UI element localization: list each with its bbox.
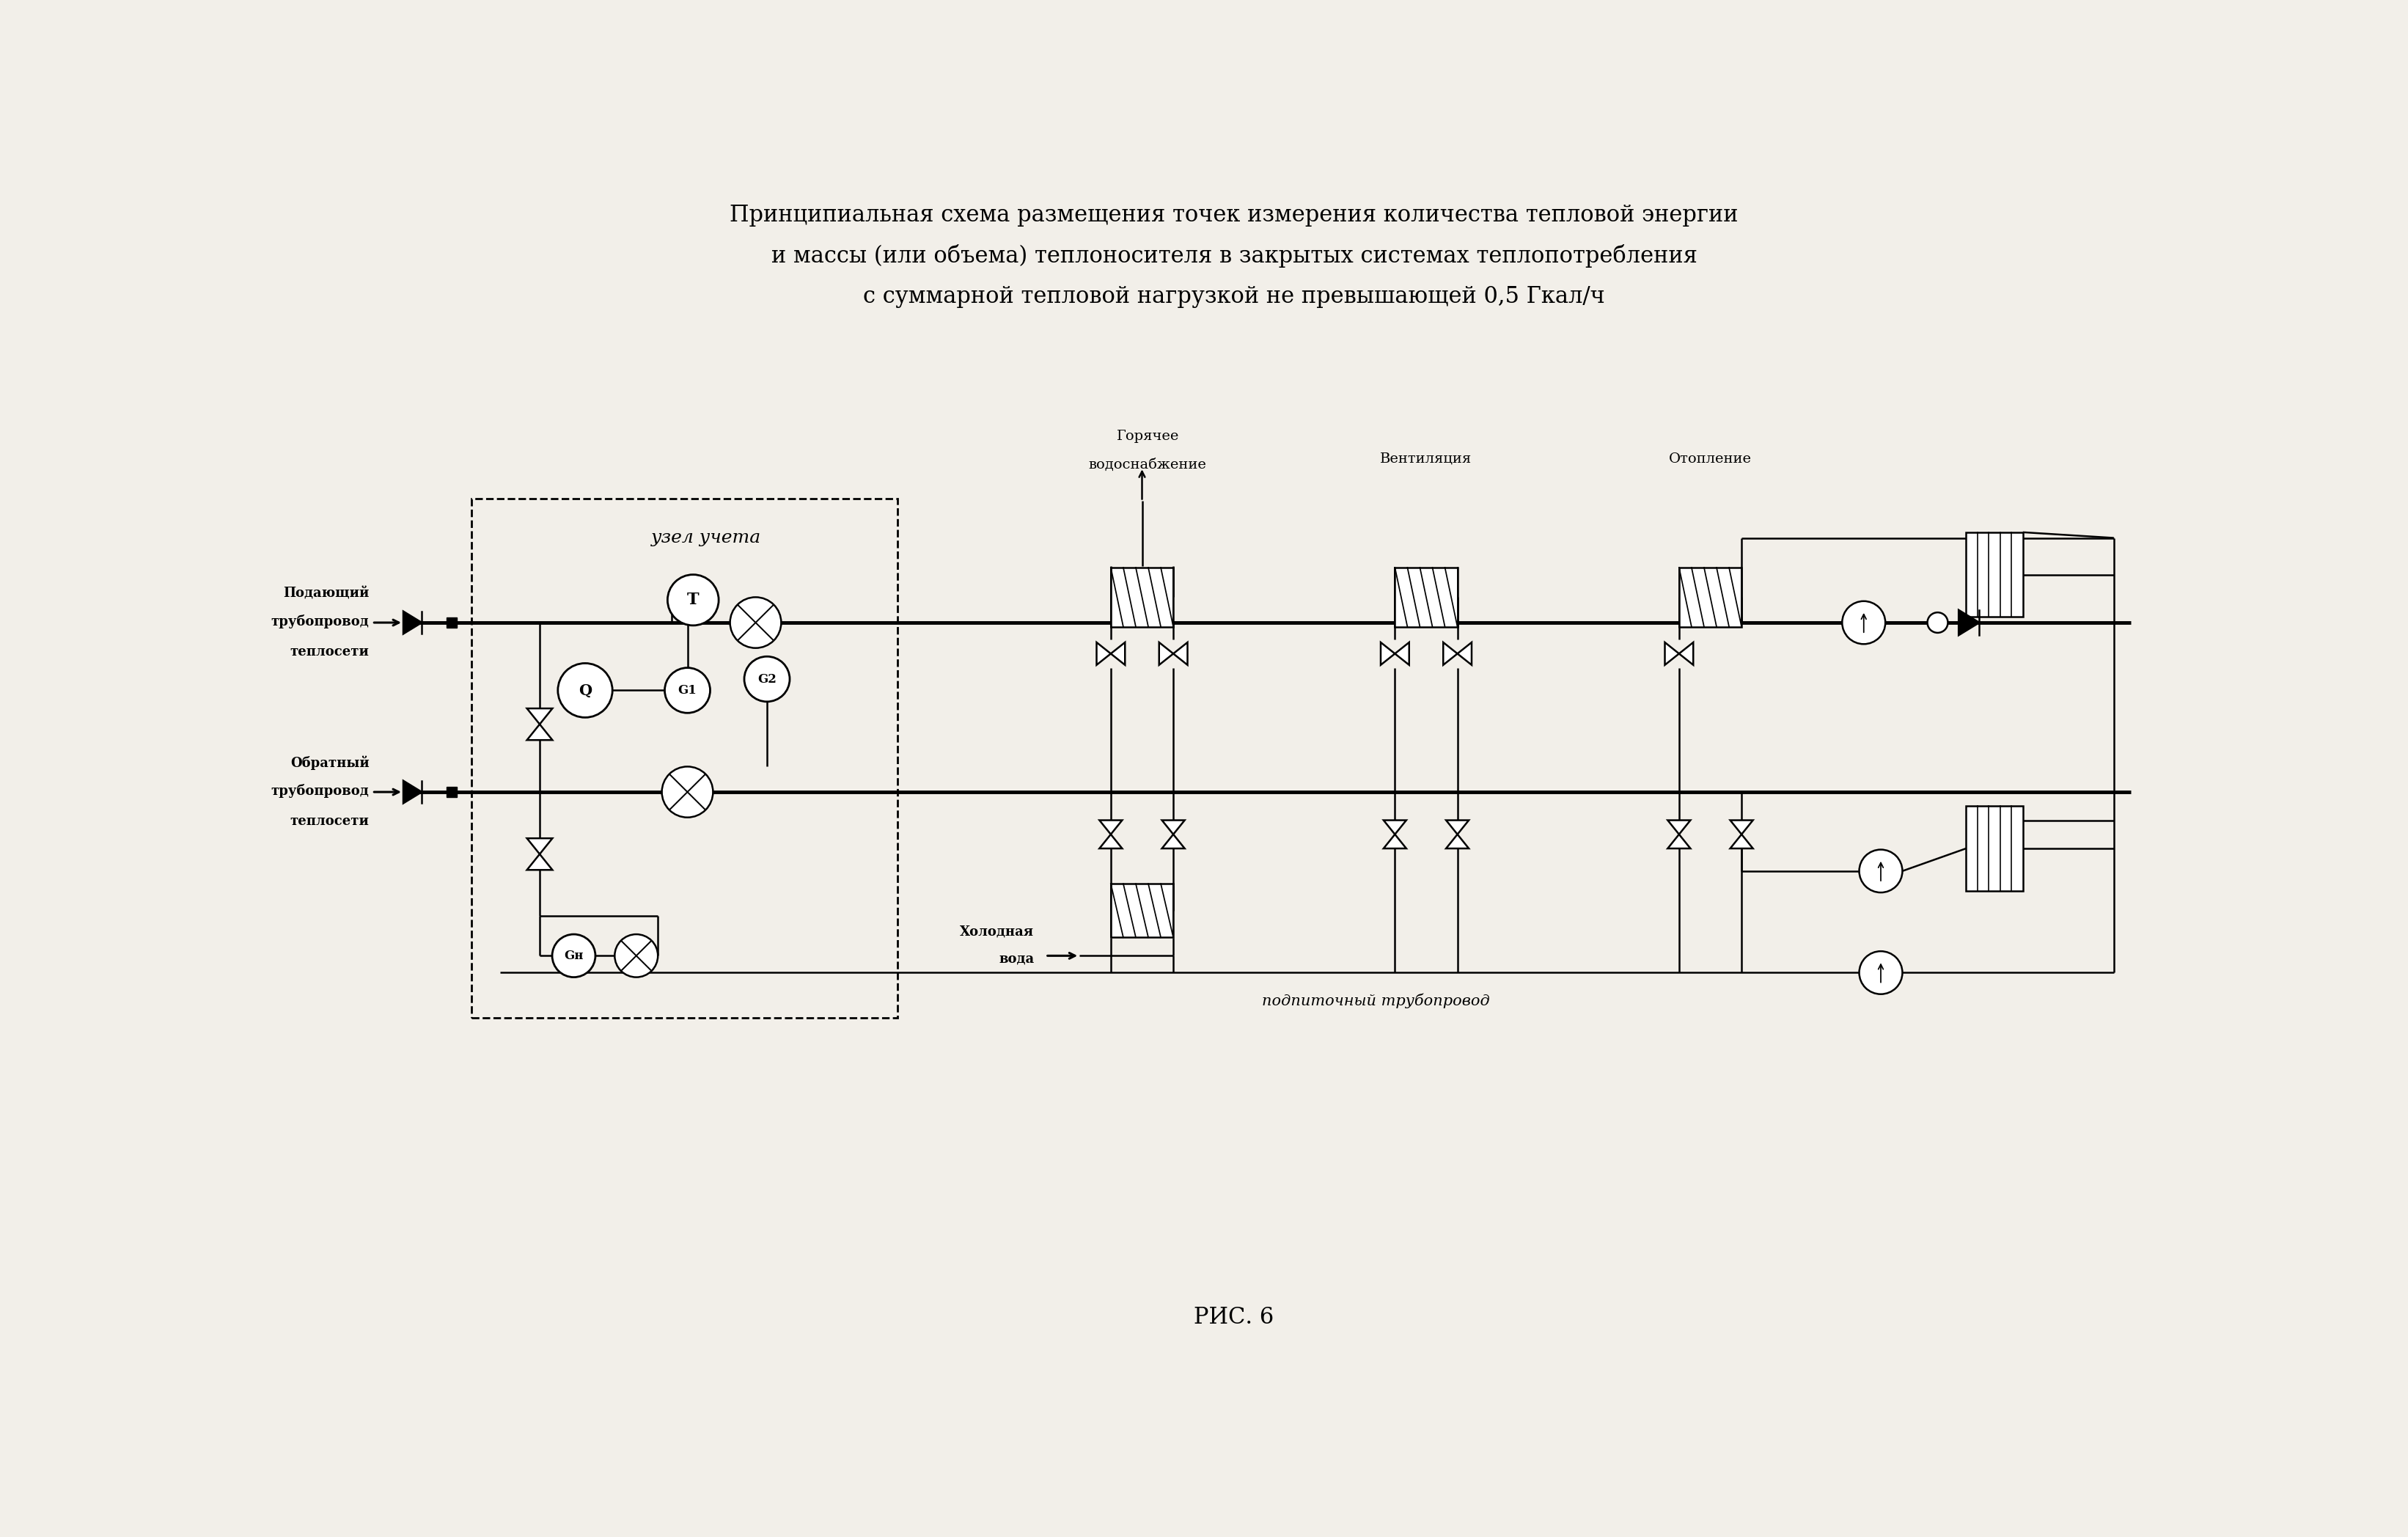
Circle shape bbox=[665, 667, 710, 713]
Bar bbox=[672, 593, 703, 622]
Polygon shape bbox=[1385, 821, 1406, 835]
Circle shape bbox=[1859, 951, 1902, 994]
Polygon shape bbox=[402, 781, 421, 804]
Bar bbox=[1965, 805, 2023, 891]
Text: с суммарной тепловой нагрузкой не превышающей 0,5 Гкал/ч: с суммарной тепловой нагрузкой не превыш… bbox=[862, 286, 1606, 309]
Bar bbox=[472, 498, 898, 1017]
Polygon shape bbox=[527, 709, 551, 724]
Polygon shape bbox=[527, 724, 551, 739]
Polygon shape bbox=[1457, 642, 1471, 666]
Polygon shape bbox=[1110, 642, 1125, 666]
Circle shape bbox=[667, 575, 718, 626]
Polygon shape bbox=[1163, 835, 1185, 848]
Text: водоснабжение: водоснабжение bbox=[1088, 458, 1206, 472]
Bar bbox=[1678, 567, 1741, 627]
Circle shape bbox=[1926, 612, 1948, 633]
Text: Холодная: Холодная bbox=[961, 925, 1033, 939]
Bar bbox=[1110, 884, 1173, 938]
Text: и массы (или объема) теплоносителя в закрытых системах теплопотребления: и массы (или объема) теплоносителя в зак… bbox=[771, 244, 1698, 267]
Polygon shape bbox=[402, 612, 421, 633]
Circle shape bbox=[1859, 850, 1902, 893]
Polygon shape bbox=[1447, 821, 1469, 835]
Polygon shape bbox=[1173, 642, 1187, 666]
Polygon shape bbox=[1958, 610, 1979, 635]
Bar bbox=[1965, 532, 2023, 616]
Text: Q: Q bbox=[578, 682, 592, 698]
Polygon shape bbox=[1664, 642, 1678, 666]
Text: РИС. 6: РИС. 6 bbox=[1194, 1306, 1274, 1328]
Polygon shape bbox=[1669, 835, 1690, 848]
Circle shape bbox=[662, 767, 713, 818]
Text: Gн: Gн bbox=[563, 950, 583, 962]
Polygon shape bbox=[1669, 821, 1690, 835]
Polygon shape bbox=[1678, 642, 1693, 666]
Text: Отопление: Отопление bbox=[1669, 452, 1751, 466]
Polygon shape bbox=[1731, 821, 1753, 835]
Circle shape bbox=[551, 934, 595, 978]
Polygon shape bbox=[1100, 835, 1122, 848]
Text: теплосети: теплосети bbox=[289, 646, 368, 658]
Text: G1: G1 bbox=[679, 684, 696, 696]
Polygon shape bbox=[1100, 821, 1122, 835]
Bar bbox=[1110, 567, 1173, 627]
Polygon shape bbox=[1163, 821, 1185, 835]
Circle shape bbox=[559, 664, 612, 718]
Text: подпиточный трубопровод: подпиточный трубопровод bbox=[1262, 993, 1491, 1008]
Text: G2: G2 bbox=[759, 673, 775, 686]
Polygon shape bbox=[1096, 642, 1110, 666]
Text: Обратный: Обратный bbox=[291, 756, 368, 770]
Text: Подающий: Подающий bbox=[284, 587, 368, 599]
Polygon shape bbox=[1447, 835, 1469, 848]
Text: Вентиляция: Вентиляция bbox=[1380, 452, 1471, 466]
Circle shape bbox=[730, 598, 780, 649]
Polygon shape bbox=[1158, 642, 1173, 666]
Polygon shape bbox=[1380, 642, 1394, 666]
Text: теплосети: теплосети bbox=[289, 815, 368, 828]
Polygon shape bbox=[1394, 642, 1409, 666]
Text: вода: вода bbox=[999, 951, 1033, 965]
Circle shape bbox=[1842, 601, 1885, 644]
Text: Принципиальная схема размещения точек измерения количества тепловой энергии: Принципиальная схема размещения точек из… bbox=[730, 204, 1739, 227]
Text: T: T bbox=[686, 592, 698, 609]
Polygon shape bbox=[1731, 835, 1753, 848]
Polygon shape bbox=[527, 855, 551, 870]
Text: Горячее: Горячее bbox=[1117, 430, 1180, 443]
Polygon shape bbox=[1385, 835, 1406, 848]
Circle shape bbox=[744, 656, 790, 702]
Polygon shape bbox=[527, 838, 551, 855]
Text: трубопровод: трубопровод bbox=[272, 784, 368, 798]
Polygon shape bbox=[1442, 642, 1457, 666]
Text: трубопровод: трубопровод bbox=[272, 615, 368, 629]
Circle shape bbox=[614, 934, 657, 978]
Text: узел учета: узел учета bbox=[650, 529, 761, 546]
Bar bbox=[1394, 567, 1457, 627]
